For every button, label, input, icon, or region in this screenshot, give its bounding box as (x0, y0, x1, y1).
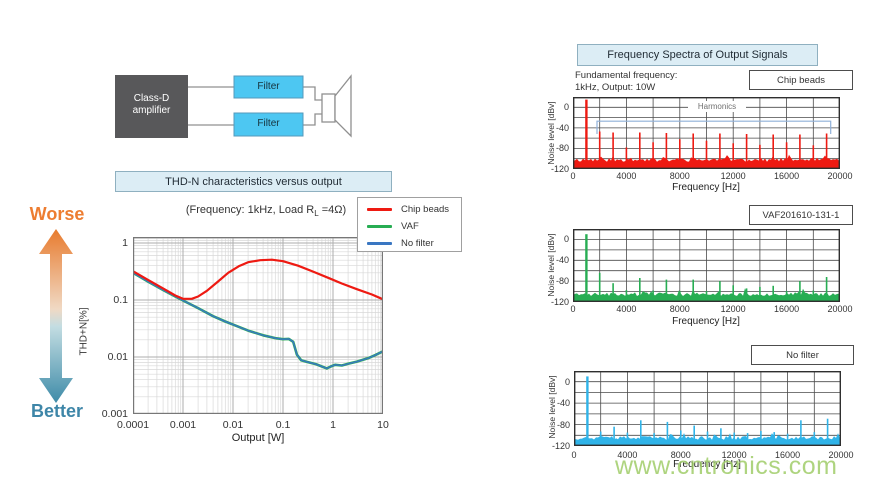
thd-x-axis-label: Output [W] (231, 432, 285, 444)
spectrum1-y-ticks: 0 -40 -80 -120 (550, 102, 569, 174)
spectrum3-y-axis-label: Noise level [dBv] (547, 375, 557, 439)
spectrum-label-no-filter: No filter (751, 345, 854, 365)
legend-line-swatch (367, 242, 392, 245)
thd-x-axis-ticks: 0.0001 0.001 0.01 0.1 1 10 (116, 419, 389, 431)
thd-y-axis-ticks: 1 0.1 0.01 0.001 (101, 237, 128, 420)
worse-label: Worse (29, 204, 85, 224)
amplifier-filter-block-diagram (115, 74, 352, 138)
filter-top-label: Filter (257, 81, 280, 92)
spectrum-label-vaf: VAF201610-131-1 (749, 205, 853, 225)
filter-bottom-label: Filter (257, 118, 280, 129)
class-d-amplifier-label: Class-D amplifier (132, 93, 171, 116)
fundamental-frequency-note: Fundamental frequency: 1kHz, Output: 10W (575, 70, 678, 93)
legend-item: Chip beads (358, 201, 461, 218)
thd-chart-subtitle: (Frequency: 1kHz, Load RL =4Ω) (185, 204, 347, 219)
spectra-panel-title: Frequency Spectra of Output Signals (577, 44, 818, 66)
spectrum2-x-axis-label: Frequency [Hz] (672, 316, 740, 327)
spectrum2-x-ticks: 0 4000 8000 12000 16000 20000 (570, 304, 853, 314)
better-label: Better (30, 401, 83, 421)
thd-line-chart (133, 237, 383, 414)
spectrum3-x-ticks: 0 4000 8000 12000 16000 20000 (571, 450, 854, 460)
spectrum2-y-ticks: 0 -40 -80 -120 (550, 234, 569, 307)
spectrum3-x-axis-label: Frequency [Hz] (673, 459, 741, 470)
worse-better-double-arrow-icon (39, 229, 73, 403)
spectrum-chart-no-filter (574, 371, 841, 446)
speaker-icon (321, 74, 352, 138)
legend-item: No filter (358, 235, 461, 252)
spectrum-label-chip-beads: Chip beads (749, 70, 853, 90)
thd-chart-legend: Chip beads VAF No filter (357, 197, 462, 252)
spectrum1-y-axis-label: Noise level [dBv] (546, 101, 556, 165)
legend-line-swatch (367, 208, 392, 211)
thd-y-axis-label: THD+N[%] (78, 307, 90, 356)
thd-chart-title: THD-N characteristics versus output (115, 171, 392, 192)
spectrum2-y-axis-label: Noise level [dBv] (546, 233, 556, 297)
class-d-amplifier-box (115, 75, 188, 138)
legend-item: VAF (358, 218, 461, 235)
spectrum1-x-axis-label: Frequency [Hz] (672, 182, 740, 193)
legend-line-swatch (367, 225, 392, 228)
spectrum1-x-ticks: 0 4000 8000 12000 16000 20000 (570, 171, 853, 181)
filter-box-bottom (233, 112, 304, 137)
spectrum3-y-ticks: 0 -40 -80 -120 (551, 377, 570, 451)
spectrum-chart-vaf (573, 229, 840, 302)
filter-box-top (233, 75, 304, 99)
harmonics-annotation: Harmonics (688, 101, 746, 112)
